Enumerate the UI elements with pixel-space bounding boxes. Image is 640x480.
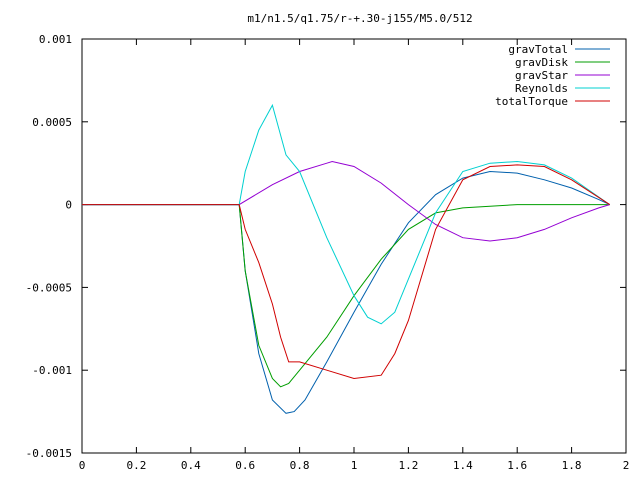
series-line-gravStar [82, 160, 610, 242]
series-lines [82, 103, 610, 414]
series-line-totalTorque [82, 164, 610, 380]
series-line-Reynolds [82, 103, 610, 325]
y-tick-label: -0.0005 [26, 281, 72, 294]
x-tick-label: 2 [623, 459, 630, 472]
y-tick-label: -0.0015 [26, 447, 72, 460]
y-tick-label: 0.0005 [32, 116, 72, 129]
x-tick-label: 1.8 [562, 459, 582, 472]
y-tick-label: 0.001 [39, 33, 72, 46]
x-tick-label: 0.8 [290, 459, 310, 472]
x-tick-label: 1 [351, 459, 358, 472]
x-tick-label: 0.2 [126, 459, 146, 472]
legend: gravTotalgravDiskgravStarReynoldstotalTo… [495, 43, 610, 108]
y-tick-label: 0 [65, 199, 72, 212]
axis-ticks: 0 0.2 0.4 0.6 0.8 1 1.2 1.4 1.6 1.8 20.0010.00050-… [26, 33, 630, 472]
chart-title: m1/n1.5/q1.75/r-+.30-j155/M5.0/512 [247, 12, 472, 25]
legend-label-gravStar: gravStar [515, 69, 568, 82]
x-tick-label: 0 [79, 459, 86, 472]
x-tick-label: 1.6 [507, 459, 527, 472]
x-tick-label: 1.4 [453, 459, 473, 472]
y-tick-label: -0.001 [32, 364, 72, 377]
x-tick-label: 1.2 [398, 459, 418, 472]
series-line-gravDisk [82, 204, 610, 388]
legend-label-Reynolds: Reynolds [515, 82, 568, 95]
x-tick-label: 0.4 [181, 459, 201, 472]
legend-label-gravDisk: gravDisk [515, 56, 568, 69]
legend-label-gravTotal: gravTotal [508, 43, 568, 56]
series-line-gravTotal [82, 170, 610, 414]
x-tick-label: 0.6 [235, 459, 255, 472]
legend-label-totalTorque: totalTorque [495, 95, 568, 108]
